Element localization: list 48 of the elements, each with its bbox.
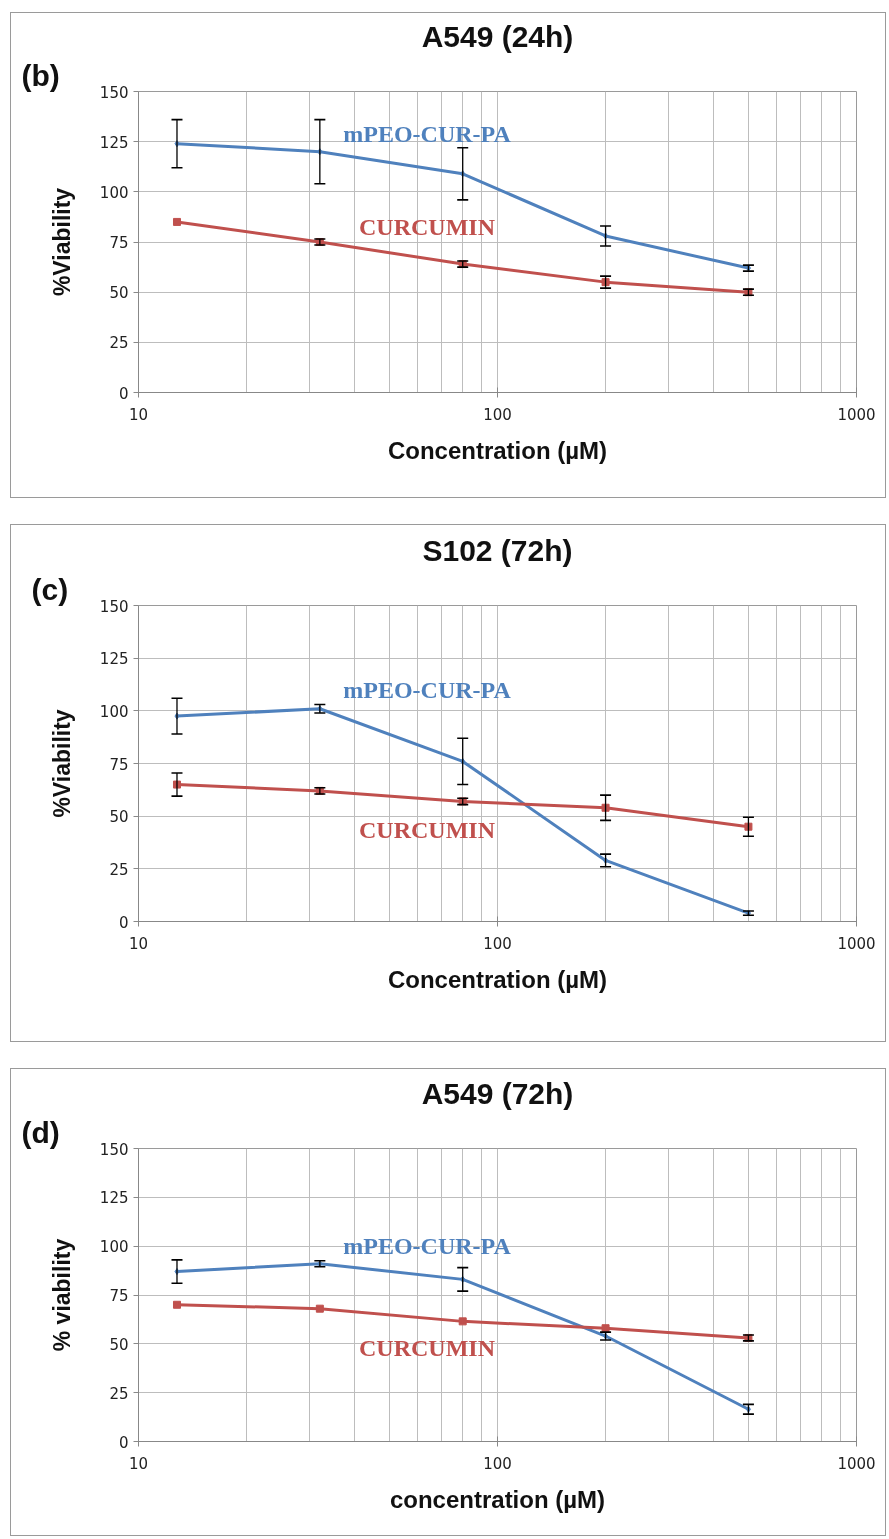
x-axis-title: concentration (µM) [389,1485,606,1513]
text: (c) [31,572,69,606]
y-tick-label: 0 [118,384,129,403]
text: (b) [21,58,60,92]
x-tick-label: 1000 [837,405,876,424]
chart-title: A549 (72h) [421,1076,574,1110]
y-tick-label: 50 [109,1335,129,1354]
series-label: mPEO-CUR-PA [343,1233,512,1260]
y-tick-label: 75 [109,755,129,774]
x-tick-label: 100 [483,1454,512,1473]
series-label: mPEO-CUR-PA [343,676,512,703]
y-tick-label: 0 [118,1433,129,1452]
y-tick-label: 75 [109,234,129,252]
series-label: CURCUMIN [359,1334,496,1361]
y-tick-label: 50 [109,284,129,303]
y-tick-label: 0 [118,913,129,932]
series-label: mPEO-CUR-PA [343,120,512,147]
chart-title: A549 (24h) [421,19,574,53]
y-tick-label: 150 [99,1140,129,1159]
x-tick-label: 1000 [837,934,876,953]
series-label: CURCUMIN [359,213,496,240]
y-tick-label: 150 [99,83,129,102]
y-tick-label: 25 [109,334,129,353]
y-axis-title: %Viability [48,187,75,297]
series-label: CURCUMIN [359,816,496,843]
x-tick-label: 10 [128,1454,149,1473]
x-axis-title: Concentration (µM) [387,965,608,993]
y-tick-label: 100 [99,702,129,721]
x-tick-label: 100 [483,934,512,953]
text: (d) [21,1115,60,1149]
y-tick-label: 100 [99,1238,129,1257]
chart-title: S102 (72h) [422,533,573,567]
y-tick-label: 125 [99,650,129,669]
x-tick-label: 10 [128,405,149,424]
y-axis-title: % viability [48,1238,75,1352]
y-tick-label: 100 [99,183,129,202]
x-tick-label: 10 [128,934,149,953]
x-tick-label: 1000 [837,1454,876,1473]
y-tick-label: 125 [99,1189,129,1208]
x-tick-label: 100 [483,405,512,424]
y-tick-label: 50 [109,808,129,827]
y-tick-label: 150 [99,597,129,616]
y-tick-label: 125 [99,133,129,152]
x-axis-title: Concentration (µM) [387,436,608,464]
y-tick-label: 25 [109,860,129,879]
y-axis-title: %Viability [48,709,75,818]
y-tick-label: 25 [109,1384,129,1403]
y-tick-label: 75 [109,1287,129,1305]
